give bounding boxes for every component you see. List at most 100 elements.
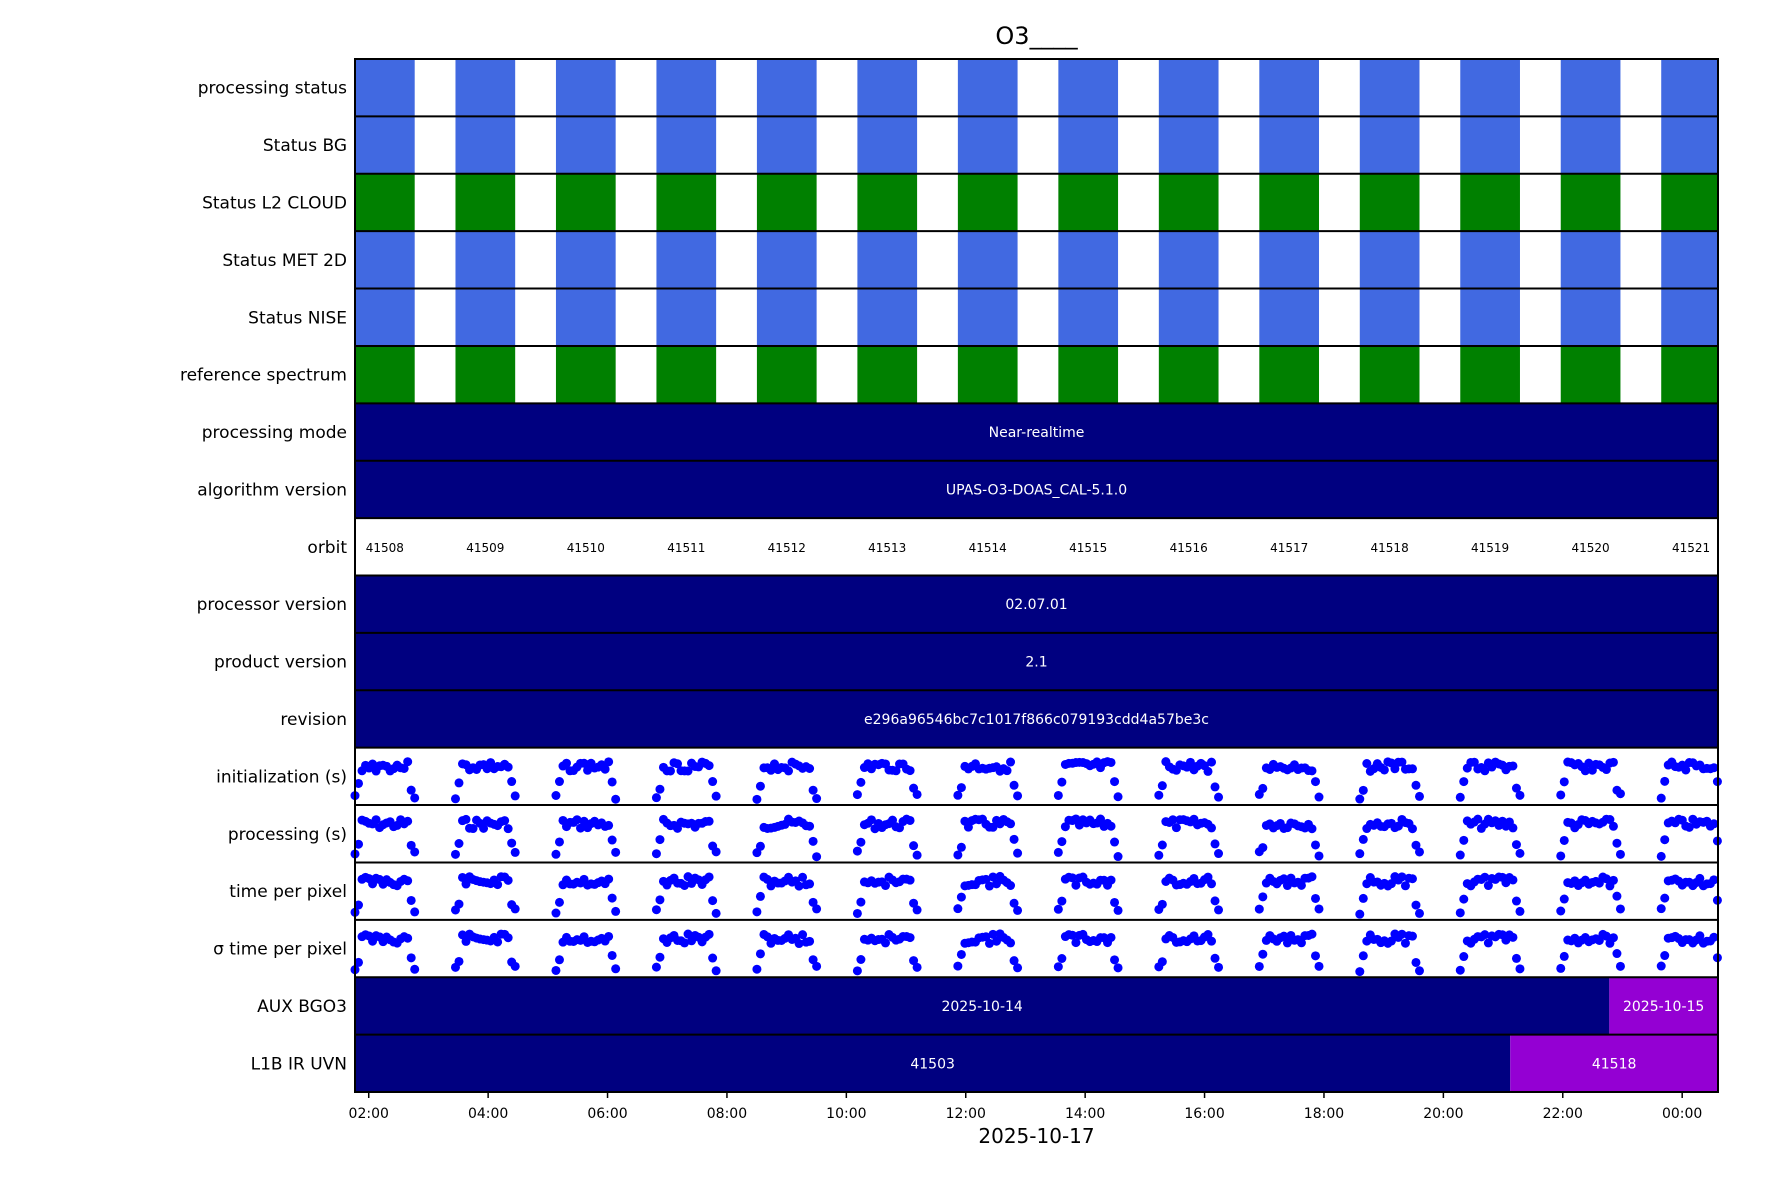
data-point <box>406 840 416 850</box>
data-point <box>1013 791 1023 801</box>
status-block <box>1158 173 1219 232</box>
data-point <box>1214 905 1224 915</box>
orbit-label: 41514 <box>969 541 1007 555</box>
data-point <box>1407 824 1417 834</box>
data-point <box>798 872 808 882</box>
data-point <box>1210 953 1220 963</box>
data-point <box>680 880 690 890</box>
data-point <box>1358 785 1368 795</box>
data-point <box>1214 962 1224 972</box>
data-point <box>1053 790 1063 800</box>
data-point <box>1386 936 1396 946</box>
data-point <box>1254 904 1264 914</box>
data-point <box>1681 765 1691 775</box>
data-point <box>503 762 513 772</box>
status-block <box>1359 231 1420 289</box>
x-tick-label: 16:00 <box>1184 1106 1224 1122</box>
row-label: Status L2 CLOUD <box>202 193 347 213</box>
data-point <box>1009 780 1019 790</box>
status-block <box>857 116 918 174</box>
data-point <box>1106 757 1116 767</box>
status-block <box>1661 231 1718 289</box>
data-point <box>604 757 614 767</box>
status-block <box>355 288 415 346</box>
data-point <box>956 842 966 852</box>
data-point <box>992 936 1002 946</box>
data-point <box>1656 851 1666 861</box>
status-block <box>1259 116 1320 174</box>
data-point <box>1362 759 1372 769</box>
row-label: Status NISE <box>248 308 347 328</box>
data-point <box>1214 849 1224 859</box>
data-point <box>554 955 564 965</box>
bar-segment <box>355 1034 1511 1092</box>
status-block <box>1661 59 1718 117</box>
data-point <box>866 815 876 825</box>
data-point <box>1279 931 1289 941</box>
data-point <box>880 881 890 891</box>
data-point <box>1157 781 1167 791</box>
data-point <box>708 953 718 963</box>
status-block <box>1661 173 1718 232</box>
data-point <box>852 790 862 800</box>
data-point <box>1397 929 1407 939</box>
data-point <box>479 823 489 833</box>
data-point <box>798 930 808 940</box>
data-point <box>454 956 464 966</box>
bar-label: UPAS-O3-DOAS_CAL-5.1.0 <box>946 482 1127 498</box>
data-point <box>856 837 866 847</box>
data-point <box>607 893 617 903</box>
row-label: processing mode <box>202 423 347 443</box>
data-point <box>1203 930 1213 940</box>
status-block <box>1158 345 1219 404</box>
data-point <box>1660 951 1670 961</box>
status-block <box>1158 116 1219 174</box>
bar-segment <box>355 460 1718 519</box>
status-block <box>1359 59 1420 117</box>
data-point <box>461 879 471 889</box>
data-point <box>403 876 413 886</box>
data-point <box>992 879 1002 889</box>
status-block <box>656 116 717 174</box>
data-point <box>1207 823 1217 833</box>
data-point <box>354 778 364 788</box>
status-block <box>1359 345 1420 404</box>
data-point <box>1559 835 1569 845</box>
data-point <box>450 849 460 859</box>
status-block <box>555 59 616 117</box>
data-point <box>410 793 420 803</box>
status-block <box>355 231 415 289</box>
data-point <box>888 815 898 825</box>
data-point <box>1608 875 1618 885</box>
orbit-label: 41509 <box>466 541 504 555</box>
data-point <box>805 879 815 889</box>
data-point <box>1053 904 1063 914</box>
data-point <box>704 761 714 771</box>
x-tick-label: 22:00 <box>1543 1106 1583 1122</box>
data-point <box>1310 840 1320 850</box>
data-point <box>1013 905 1023 915</box>
data-point <box>1556 963 1566 973</box>
data-point <box>1508 932 1518 942</box>
data-point <box>1459 777 1469 787</box>
data-point <box>1469 757 1479 767</box>
data-point <box>1695 931 1705 941</box>
orbit-label: 41519 <box>1471 541 1509 555</box>
x-tick-label: 06:00 <box>587 1106 627 1122</box>
data-point <box>805 764 815 774</box>
data-point <box>1615 789 1625 799</box>
data-point <box>752 964 762 974</box>
data-point <box>1279 874 1289 884</box>
data-point <box>551 791 561 801</box>
status-block <box>455 345 516 404</box>
data-point <box>1483 881 1493 891</box>
status-block <box>1158 288 1219 346</box>
data-point <box>1282 881 1292 891</box>
data-point <box>1113 852 1123 862</box>
data-point <box>953 850 963 860</box>
data-point <box>454 778 464 788</box>
status-block <box>1460 345 1520 404</box>
data-point <box>1053 962 1063 972</box>
data-point <box>891 766 901 776</box>
status-block <box>355 173 415 232</box>
